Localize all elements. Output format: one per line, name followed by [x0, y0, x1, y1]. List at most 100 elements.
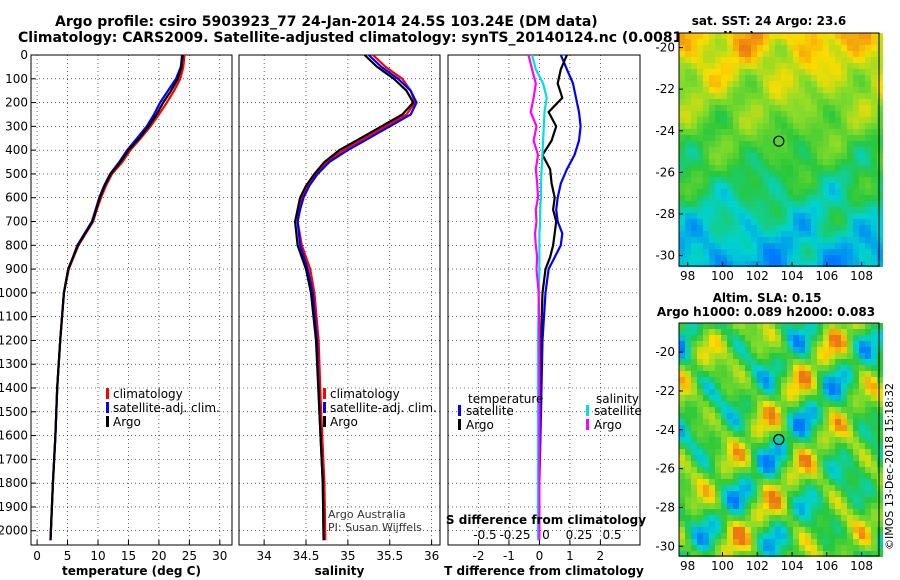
map-cell — [733, 123, 739, 129]
map-cell — [841, 383, 847, 389]
map-cell — [793, 419, 799, 425]
map-cell — [853, 231, 859, 237]
map-cell — [823, 485, 829, 491]
map-cell — [769, 159, 775, 165]
map-cell — [769, 533, 775, 539]
map-cell — [799, 425, 805, 431]
map-cell — [721, 503, 727, 509]
legend-label: Argo — [466, 418, 494, 432]
map-cell — [721, 359, 727, 365]
map-cell — [877, 365, 883, 371]
map-cell — [745, 69, 751, 75]
map-cell — [763, 213, 769, 219]
map-cell — [799, 473, 805, 479]
map-cell — [853, 473, 859, 479]
map-cell — [847, 371, 853, 377]
map-cell — [799, 455, 805, 461]
map-cell — [775, 383, 781, 389]
map-cell — [769, 243, 775, 249]
map-cell — [877, 533, 883, 539]
map-cell — [811, 117, 817, 123]
map-cell — [799, 243, 805, 249]
x-tick-label: 0 — [536, 549, 544, 563]
map-cell — [859, 45, 865, 51]
map-cell — [865, 39, 871, 45]
map-cell — [703, 57, 709, 63]
map-cell — [757, 533, 763, 539]
map-cell — [709, 87, 715, 93]
x-tick-label: 2 — [597, 549, 605, 563]
map-cell — [877, 395, 883, 401]
map-cell — [715, 461, 721, 467]
map-cell — [679, 201, 685, 207]
map-cell — [829, 261, 835, 267]
map-cell — [721, 485, 727, 491]
map-cell — [853, 467, 859, 473]
map-cell — [805, 213, 811, 219]
map-cell — [781, 377, 787, 383]
map-cell — [775, 449, 781, 455]
map-cell — [703, 551, 709, 557]
map-cell — [853, 261, 859, 267]
map-cell — [691, 123, 697, 129]
map-cell — [757, 51, 763, 57]
map-cell — [805, 105, 811, 111]
map-cell — [715, 449, 721, 455]
map-cell — [811, 207, 817, 213]
map-cell — [685, 153, 691, 159]
map-cell — [715, 497, 721, 503]
map-cell — [853, 219, 859, 225]
map-cell — [757, 111, 763, 117]
map-cell — [793, 467, 799, 473]
x-tick-label: 0 — [33, 549, 41, 563]
map-cell — [739, 383, 745, 389]
map-cell — [697, 237, 703, 243]
map-cell — [745, 261, 751, 267]
map-cell — [787, 455, 793, 461]
map-cell — [793, 377, 799, 383]
map-cell — [733, 539, 739, 545]
map-cell — [823, 183, 829, 189]
map-cell — [817, 135, 823, 141]
map-cell — [847, 419, 853, 425]
map-cell — [877, 159, 883, 165]
map-cell — [871, 527, 877, 533]
map-cell — [679, 341, 685, 347]
map-cell — [691, 539, 697, 545]
map-cell — [709, 431, 715, 437]
map-cell — [709, 461, 715, 467]
map-cell — [853, 503, 859, 509]
map-cell — [775, 123, 781, 129]
map-cell — [859, 153, 865, 159]
map-cell — [685, 335, 691, 341]
map-cell — [769, 261, 775, 267]
map-cell — [829, 105, 835, 111]
map-cell — [739, 81, 745, 87]
map-cell — [865, 201, 871, 207]
map-cell — [823, 551, 829, 557]
map-cell — [811, 383, 817, 389]
map-cell — [685, 395, 691, 401]
map-cell — [823, 347, 829, 353]
map-cell — [865, 141, 871, 147]
map-cell — [769, 225, 775, 231]
map-cell — [715, 159, 721, 165]
map-cell — [829, 135, 835, 141]
map-cell — [739, 225, 745, 231]
map-cell — [691, 515, 697, 521]
map-cell — [703, 503, 709, 509]
map-cell — [793, 527, 799, 533]
map-cell — [871, 183, 877, 189]
map-cell — [865, 159, 871, 165]
map-cell — [739, 87, 745, 93]
map-cell — [835, 443, 841, 449]
map-cell — [859, 437, 865, 443]
map-cell — [739, 527, 745, 533]
map-cell — [769, 93, 775, 99]
map-cell — [877, 183, 883, 189]
map-cell — [763, 33, 769, 39]
map-cell — [775, 207, 781, 213]
map-cell — [727, 117, 733, 123]
map-cell — [733, 39, 739, 45]
map-cell — [781, 69, 787, 75]
